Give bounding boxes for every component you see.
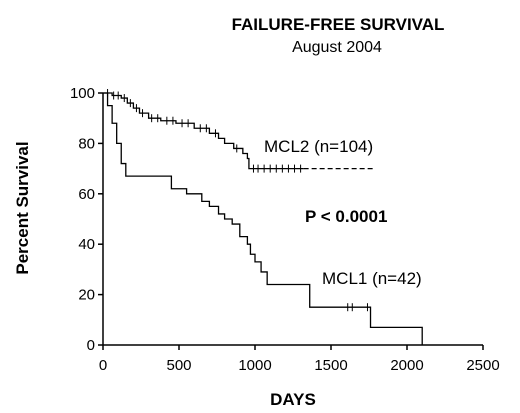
chart-subtitle: August 2004 (292, 39, 382, 56)
y-axis-label: Percent Survival (13, 141, 32, 274)
x-tick-label: 1500 (314, 357, 347, 374)
series-layer (103, 89, 423, 345)
series-label-mcl2: MCL2 (n=104) (264, 137, 373, 156)
p-value-annotation: P < 0.0001 (305, 207, 387, 226)
series-label-mcl1: MCL1 (n=42) (322, 269, 422, 288)
x-ticks: 0 500 1000 1500 2000 2500 (99, 345, 500, 374)
x-tick-label: 2000 (390, 357, 423, 374)
y-tick-label: 60 (78, 186, 95, 203)
series-line-solid (103, 92, 304, 170)
series-mcl2 (103, 89, 374, 173)
y-tick-label: 80 (78, 135, 95, 152)
y-tick-label: 20 (78, 287, 95, 304)
y-ticks: 0 20 40 60 80 100 (70, 85, 103, 354)
series-line (103, 92, 423, 345)
series-mcl1 (103, 92, 423, 345)
x-tick-label: 0 (99, 357, 107, 374)
y-tick-label: 40 (78, 236, 95, 253)
axes (102, 93, 483, 346)
y-tick-label: 0 (87, 337, 95, 354)
x-tick-label: 500 (166, 357, 191, 374)
chart-title: FAILURE-FREE SURVIVAL (232, 15, 445, 34)
x-tick-label: 1000 (238, 357, 271, 374)
y-tick-label: 100 (70, 85, 95, 102)
x-tick-label: 2500 (466, 357, 499, 374)
x-axis-label: DAYS (270, 390, 316, 409)
